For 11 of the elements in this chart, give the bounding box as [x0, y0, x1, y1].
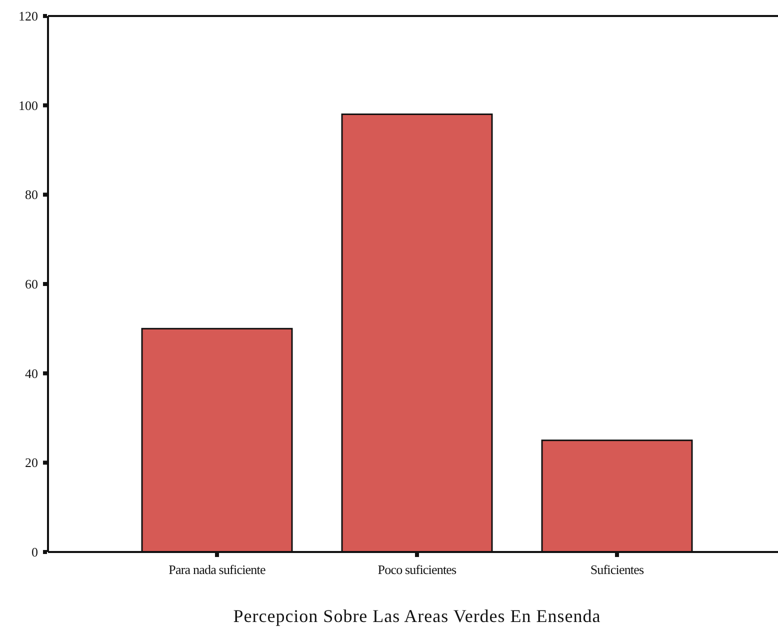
y-tick-label: 120 — [18, 8, 38, 24]
y-tick-label: 100 — [18, 98, 38, 113]
x-axis-title: Percepcion Sobre Las Areas Verdes En Ensenda — [233, 606, 601, 626]
x-tick-label: Suficientes — [590, 562, 644, 577]
y-tick-label: 60 — [25, 276, 38, 292]
y-tick-label: 20 — [25, 455, 38, 470]
y-tick-label: 80 — [25, 187, 38, 202]
y-tick-label: 40 — [25, 366, 38, 381]
y-tick-label: 0 — [32, 544, 38, 560]
x-tick-label: Poco suficientes — [378, 562, 457, 577]
x-tick-label: Para nada suficiente — [168, 562, 266, 577]
